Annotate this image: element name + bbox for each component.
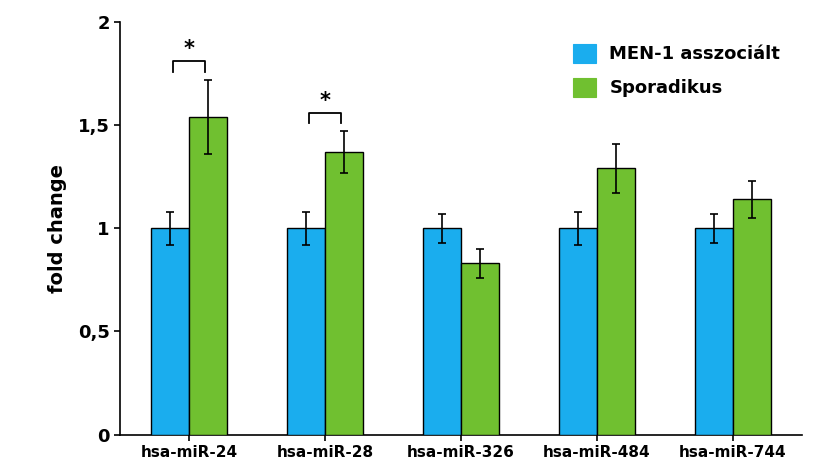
- Bar: [190, 117, 227, 435]
- Y-axis label: fold change: fold change: [47, 164, 67, 293]
- Text: *: *: [319, 91, 331, 111]
- Bar: [423, 228, 461, 435]
- Bar: [733, 200, 771, 435]
- Bar: [695, 228, 733, 435]
- Bar: [325, 152, 364, 435]
- Bar: [461, 263, 499, 435]
- Legend: MEN-1 asszociált, Sporadikus: MEN-1 asszociált, Sporadikus: [560, 30, 793, 111]
- Bar: [597, 169, 635, 435]
- Bar: [287, 228, 325, 435]
- Bar: [559, 228, 597, 435]
- Bar: [151, 228, 190, 435]
- Text: *: *: [184, 39, 194, 59]
